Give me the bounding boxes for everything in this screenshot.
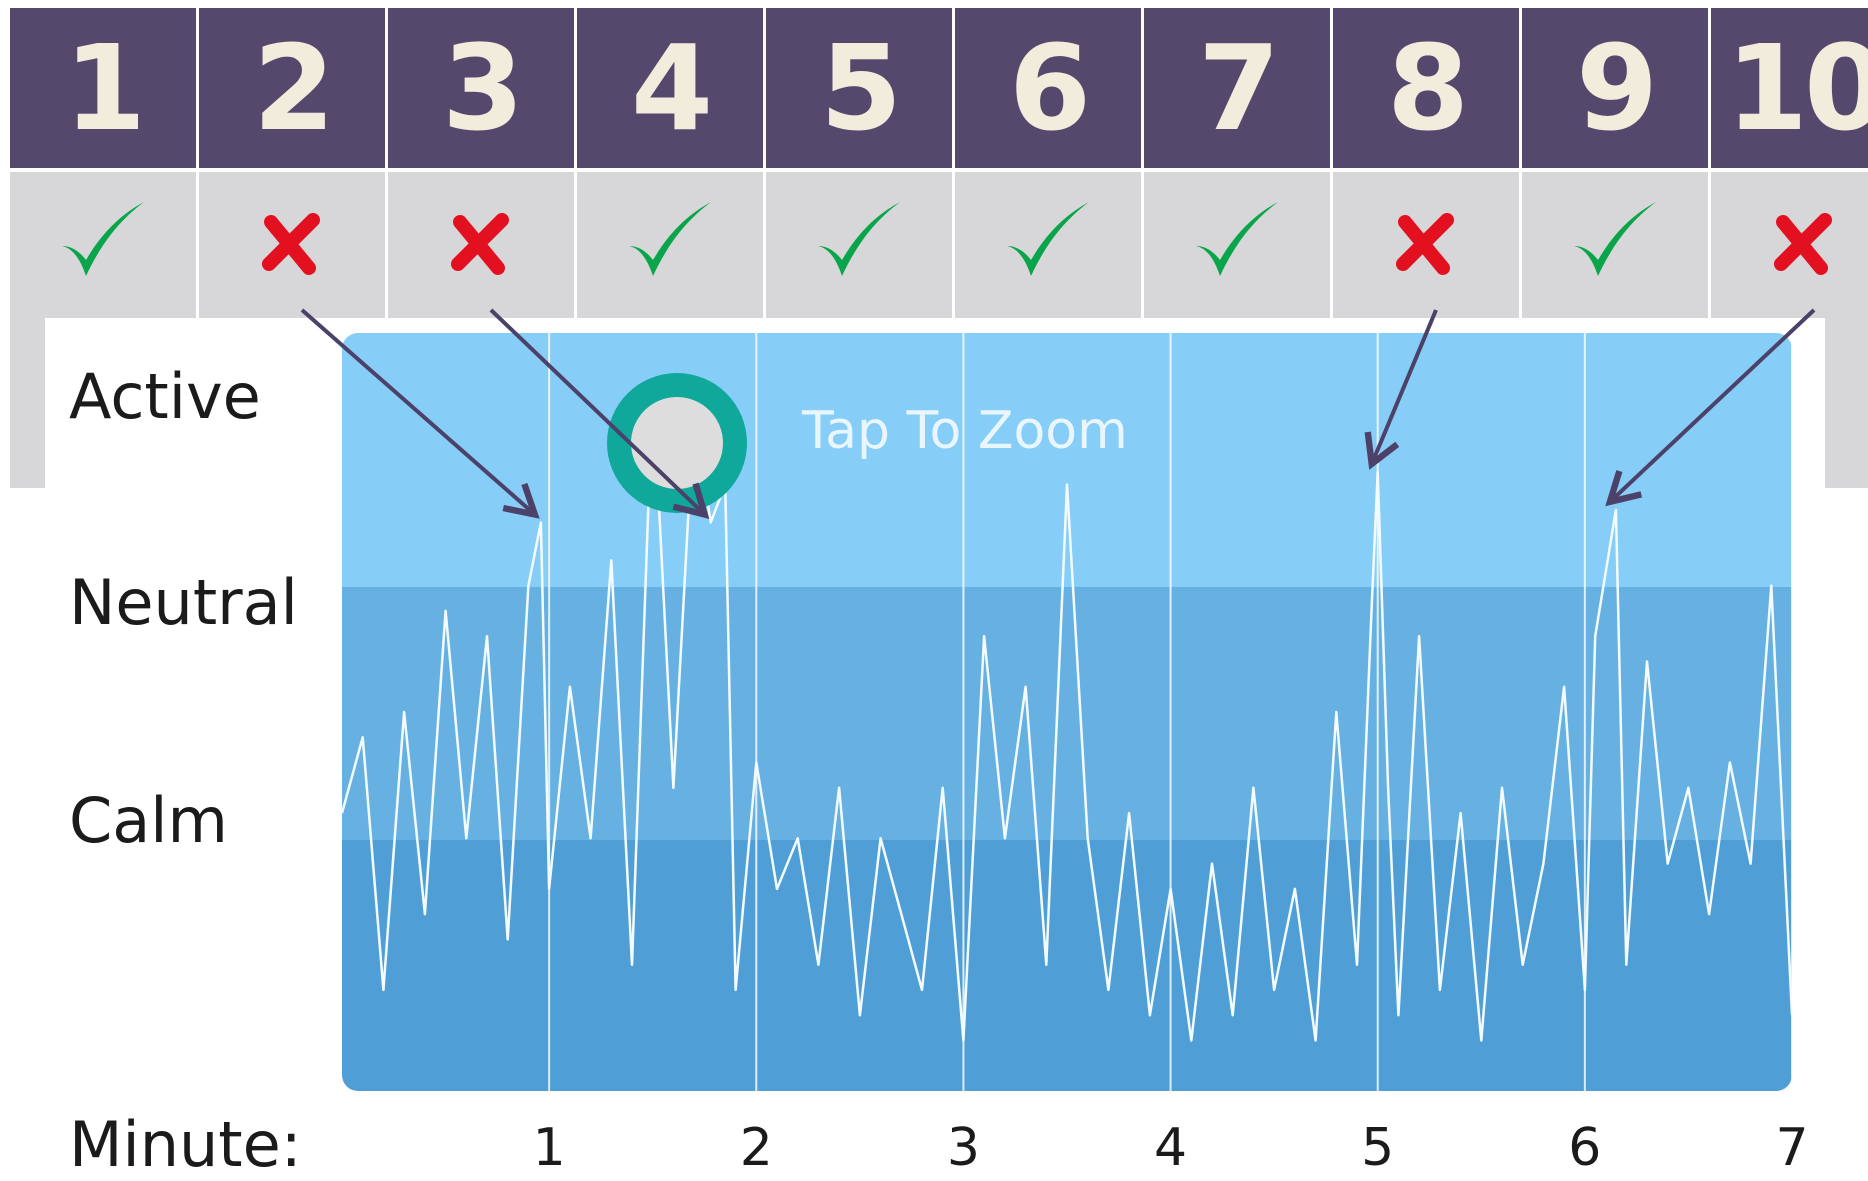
trial-number-2: 2 — [199, 8, 385, 168]
minute-tick-3: 3 — [946, 1118, 980, 1178]
zoom-knob-icon — [631, 397, 723, 489]
cross-icon — [1333, 198, 1519, 318]
minute-tick-5: 5 — [1361, 1118, 1395, 1178]
minute-tick-1: 1 — [532, 1118, 566, 1178]
minute-axis-caption: Minute: — [69, 1108, 302, 1181]
brainwave-chart: Active Neutral Calm Tap To Zoom Minute: … — [45, 318, 1825, 1181]
check-icon — [10, 198, 196, 318]
check-icon — [1144, 198, 1330, 318]
trial-number-4: 4 — [577, 8, 763, 168]
calm-band — [342, 840, 1792, 1091]
plot-area[interactable]: Tap To Zoom — [342, 333, 1792, 1091]
check-icon — [577, 198, 763, 318]
minute-tick-6: 6 — [1568, 1118, 1602, 1178]
tap-to-zoom-label: Tap To Zoom — [802, 401, 1128, 461]
level-label-calm: Calm — [69, 784, 228, 857]
cross-icon — [1711, 198, 1868, 318]
minute-tick-2: 2 — [739, 1118, 773, 1178]
trial-number-7: 7 — [1144, 8, 1330, 168]
trial-number-3: 3 — [388, 8, 574, 168]
trial-number-5: 5 — [766, 8, 952, 168]
cross-icon — [388, 198, 574, 318]
check-icon — [1522, 198, 1708, 318]
level-label-active: Active — [69, 360, 261, 433]
check-icon — [766, 198, 952, 318]
trial-number-1: 1 — [10, 8, 196, 168]
trial-number-8: 8 — [1333, 8, 1519, 168]
minute-tick-4: 4 — [1154, 1118, 1188, 1178]
cross-icon — [199, 198, 385, 318]
tap-to-zoom-button[interactable] — [607, 373, 747, 513]
trial-number-10: 10 — [1711, 8, 1868, 168]
brainwave-series-line — [342, 382, 1792, 1042]
check-icon — [955, 198, 1141, 318]
level-label-neutral: Neutral — [69, 566, 298, 639]
minute-tick-7: 7 — [1775, 1118, 1809, 1178]
trial-number-9: 9 — [1522, 8, 1708, 168]
trial-number-6: 6 — [955, 8, 1141, 168]
